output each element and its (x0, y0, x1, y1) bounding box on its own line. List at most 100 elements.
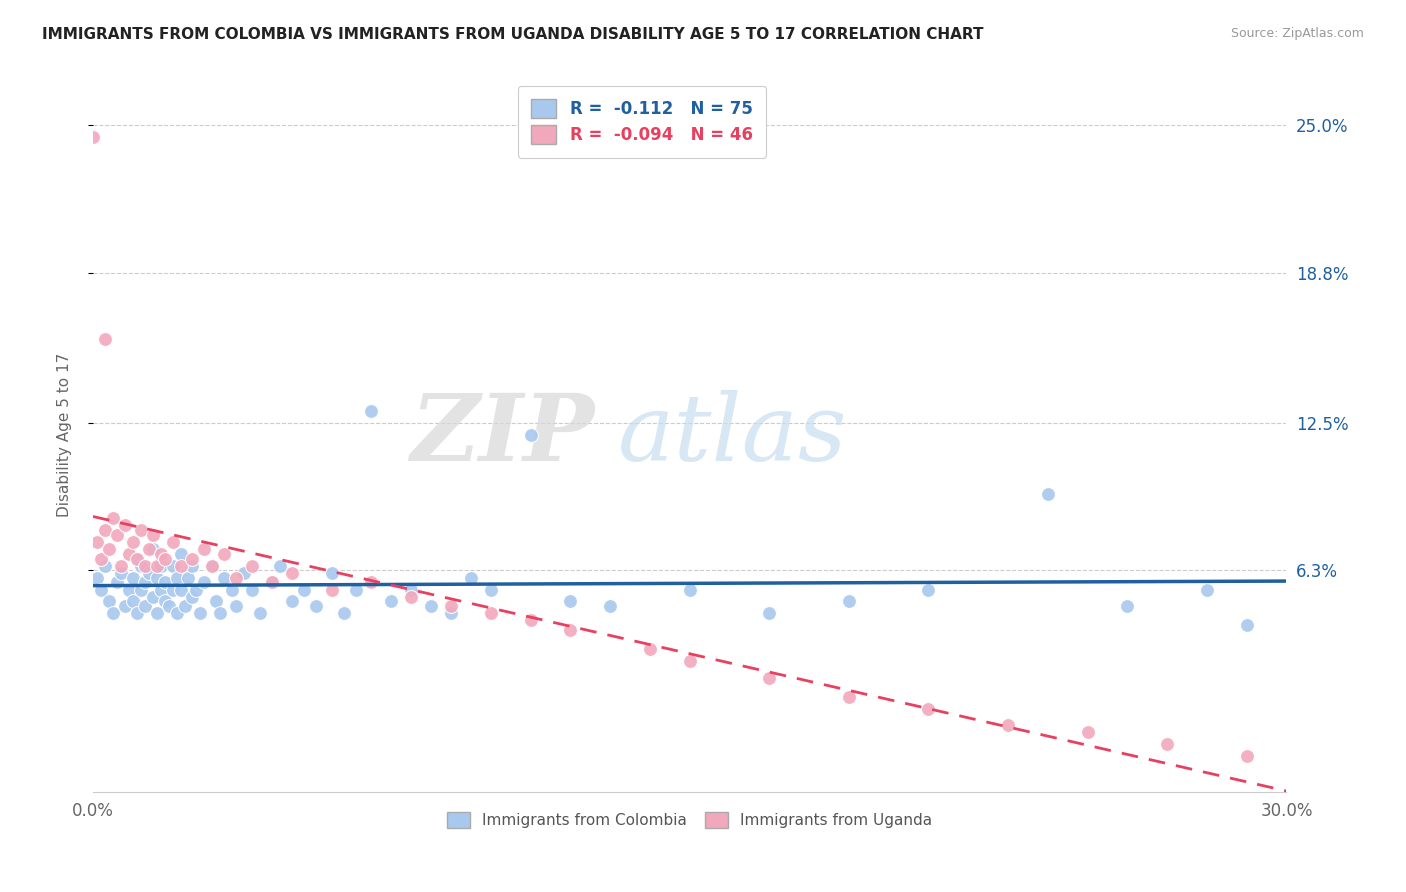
Text: Source: ZipAtlas.com: Source: ZipAtlas.com (1230, 27, 1364, 40)
Point (142, 541, 165, 556)
Point (142, 590, 165, 604)
Point (560, 594, 582, 608)
Point (240, 582, 263, 597)
Point (519, 614, 541, 628)
Point (97, 541, 120, 556)
Point (110, 566, 132, 580)
Point (479, 607, 502, 621)
Point (114, 518, 136, 533)
Point (479, 582, 502, 597)
Point (94, 558, 117, 573)
Point (221, 582, 243, 597)
Point (679, 582, 702, 597)
Point (281, 594, 304, 608)
Point (105, 575, 128, 590)
Point (401, 590, 423, 604)
Point (201, 558, 224, 573)
Point (166, 607, 188, 621)
Point (153, 551, 176, 566)
Point (162, 582, 184, 597)
Point (94, 333, 117, 347)
Point (321, 566, 343, 580)
Text: ZIP: ZIP (411, 390, 595, 480)
Point (360, 575, 382, 590)
Point (360, 404, 382, 418)
Y-axis label: Disability Age 5 to 17: Disability Age 5 to 17 (58, 352, 72, 516)
Point (599, 599, 621, 614)
Point (166, 571, 188, 585)
Point (169, 582, 191, 597)
Point (260, 575, 283, 590)
Point (292, 582, 315, 597)
Point (134, 558, 156, 573)
Point (186, 582, 208, 597)
Point (249, 607, 271, 621)
Point (440, 599, 463, 614)
Point (101, 511, 124, 525)
Point (153, 575, 176, 590)
Point (1077, 725, 1099, 739)
Point (305, 599, 328, 614)
Point (138, 566, 160, 580)
Legend: Immigrants from Colombia, Immigrants from Uganda: Immigrants from Colombia, Immigrants fro… (441, 806, 939, 834)
Point (145, 607, 167, 621)
Point (1195, 582, 1218, 597)
Point (917, 701, 939, 715)
Point (193, 541, 215, 556)
Point (1236, 618, 1258, 632)
Text: atlas: atlas (619, 390, 848, 480)
Point (169, 547, 191, 561)
Point (190, 607, 212, 621)
Point (181, 590, 204, 604)
Point (118, 547, 141, 561)
Point (149, 547, 172, 561)
Point (86, 571, 108, 585)
Point (138, 541, 160, 556)
Point (193, 575, 215, 590)
Point (129, 558, 152, 573)
Point (129, 582, 152, 597)
Point (145, 558, 167, 573)
Point (758, 607, 780, 621)
Point (519, 427, 541, 442)
Point (460, 571, 482, 585)
Point (162, 558, 184, 573)
Point (121, 594, 143, 608)
Point (145, 571, 167, 585)
Point (440, 607, 463, 621)
Point (997, 718, 1019, 732)
Point (181, 558, 204, 573)
Point (638, 642, 661, 657)
Point (380, 594, 402, 608)
Point (679, 654, 702, 668)
Point (173, 599, 195, 614)
Point (114, 599, 136, 614)
Point (118, 582, 141, 597)
Point (205, 594, 228, 608)
Point (110, 558, 132, 573)
Point (1116, 599, 1139, 614)
Point (214, 547, 236, 561)
Point (201, 558, 224, 573)
Point (281, 566, 304, 580)
Point (758, 671, 780, 685)
Point (560, 623, 582, 637)
Point (838, 594, 860, 608)
Point (1236, 749, 1258, 764)
Point (94, 523, 117, 537)
Point (105, 527, 128, 541)
Point (162, 534, 184, 549)
Point (209, 607, 232, 621)
Point (838, 690, 860, 704)
Point (86, 534, 108, 549)
Point (332, 607, 354, 621)
Point (142, 527, 165, 541)
Point (157, 599, 180, 614)
Point (401, 582, 423, 597)
Point (321, 582, 343, 597)
Text: IMMIGRANTS FROM COLOMBIA VS IMMIGRANTS FROM UGANDA DISABILITY AGE 5 TO 17 CORREL: IMMIGRANTS FROM COLOMBIA VS IMMIGRANTS F… (42, 27, 984, 42)
Point (125, 551, 148, 566)
Point (82, 130, 104, 145)
Point (90, 582, 112, 597)
Point (153, 594, 176, 608)
